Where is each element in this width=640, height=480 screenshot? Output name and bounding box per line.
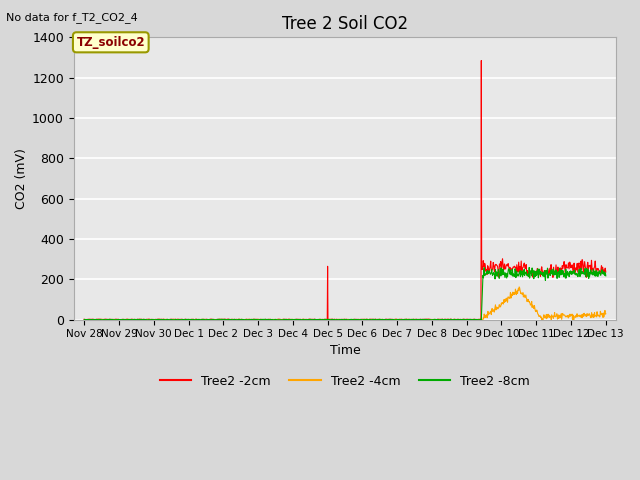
X-axis label: Time: Time bbox=[330, 344, 360, 357]
Legend: Tree2 -2cm, Tree2 -4cm, Tree2 -8cm: Tree2 -2cm, Tree2 -4cm, Tree2 -8cm bbox=[155, 370, 535, 393]
Y-axis label: CO2 (mV): CO2 (mV) bbox=[15, 148, 28, 209]
Text: TZ_soilco2: TZ_soilco2 bbox=[76, 36, 145, 49]
Title: Tree 2 Soil CO2: Tree 2 Soil CO2 bbox=[282, 15, 408, 33]
Text: No data for f_T2_CO2_4: No data for f_T2_CO2_4 bbox=[6, 12, 138, 23]
